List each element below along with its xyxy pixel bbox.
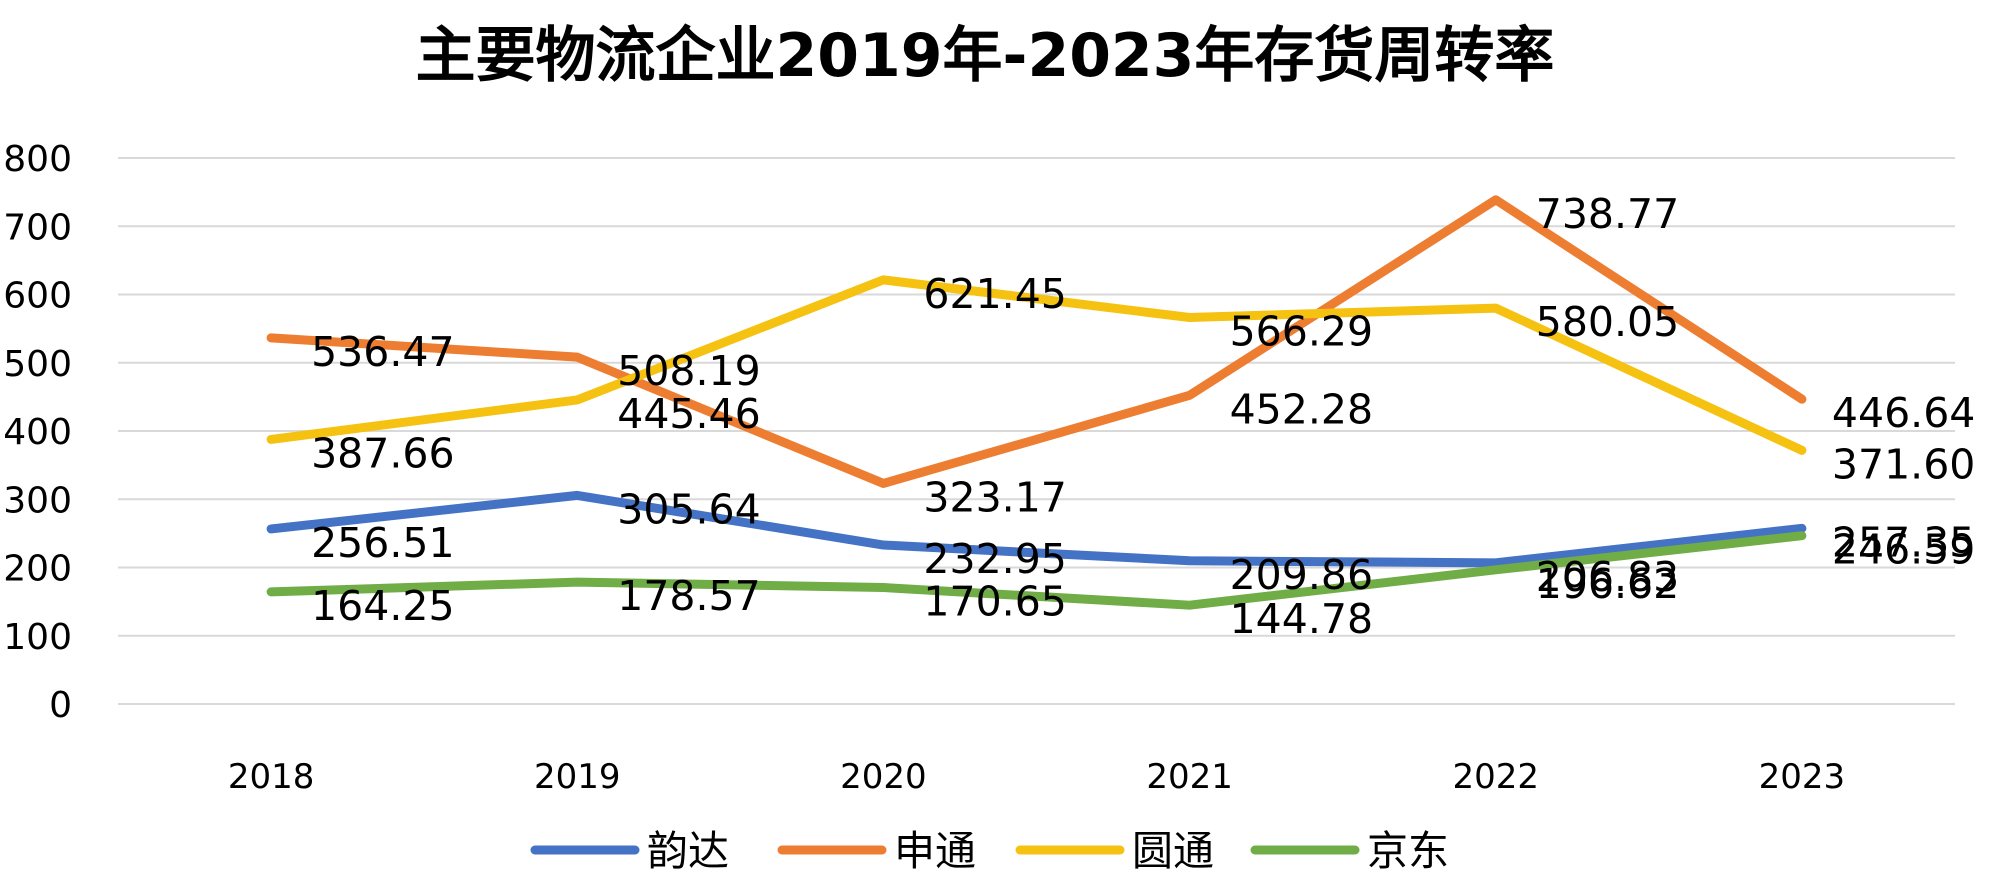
data-label: 371.60 bbox=[1832, 440, 1975, 488]
y-tick-label: 600 bbox=[3, 276, 72, 317]
data-label: 621.45 bbox=[923, 270, 1066, 318]
data-label: 232.95 bbox=[923, 535, 1066, 583]
series-lines bbox=[266, 195, 1807, 610]
data-label: 387.66 bbox=[311, 429, 454, 477]
grid-lines bbox=[118, 157, 1955, 705]
data-label: 445.46 bbox=[617, 390, 760, 438]
x-tick-label: 2018 bbox=[228, 757, 315, 797]
legend-label: 申通 bbox=[894, 827, 976, 875]
series-line-1 bbox=[266, 490, 1807, 568]
y-tick-label: 100 bbox=[3, 617, 72, 658]
data-label: 452.28 bbox=[1230, 385, 1373, 433]
y-tick-label: 200 bbox=[3, 549, 72, 590]
legend-label: 京东 bbox=[1367, 827, 1449, 875]
data-label: 256.51 bbox=[311, 519, 454, 567]
series-line-3 bbox=[266, 275, 1807, 455]
x-tick-label: 2019 bbox=[534, 757, 621, 797]
legend-label: 韵达 bbox=[647, 827, 729, 875]
y-tick-label: 400 bbox=[3, 412, 72, 453]
data-label: 206.83 bbox=[1536, 553, 1679, 601]
data-label: 246.59 bbox=[1832, 526, 1975, 574]
data-label: 566.29 bbox=[1230, 308, 1373, 356]
legend-label: 圆通 bbox=[1132, 827, 1214, 875]
data-label: 323.17 bbox=[923, 473, 1066, 521]
x-tick-label: 2022 bbox=[1452, 757, 1539, 797]
data-label: 305.64 bbox=[617, 485, 760, 533]
data-label: 144.78 bbox=[1230, 595, 1373, 643]
x-axis-ticks: 2018 2019 2020 2021 2022 2023 bbox=[228, 757, 1845, 797]
x-tick-label: 2020 bbox=[840, 757, 927, 797]
y-tick-label: 0 bbox=[49, 685, 72, 726]
y-tick-label: 800 bbox=[3, 139, 72, 180]
y-axis-ticks: 0 100 200 300 400 500 600 700 800 bbox=[3, 139, 72, 726]
x-tick-label: 2023 bbox=[1759, 757, 1846, 797]
data-label: 580.05 bbox=[1536, 298, 1679, 346]
data-label: 508.19 bbox=[617, 347, 760, 395]
y-tick-label: 700 bbox=[3, 207, 72, 248]
data-label: 446.64 bbox=[1832, 389, 1975, 437]
data-label: 209.86 bbox=[1230, 551, 1373, 599]
data-label: 178.57 bbox=[617, 572, 760, 620]
data-label: 164.25 bbox=[311, 582, 454, 630]
y-tick-label: 300 bbox=[3, 480, 72, 521]
data-label: 536.47 bbox=[311, 328, 454, 376]
legend: 韵达 申通 圆通 京东 bbox=[530, 827, 1449, 875]
data-label: 738.77 bbox=[1536, 190, 1679, 238]
series-line-2 bbox=[266, 195, 1807, 488]
series-line-4 bbox=[266, 531, 1807, 610]
data-label: 257.35 bbox=[1832, 518, 1975, 566]
x-tick-label: 2021 bbox=[1146, 757, 1233, 797]
chart-title: 主要物流企业2019年-2023年存货周转率 bbox=[416, 21, 1555, 91]
y-tick-label: 500 bbox=[3, 344, 72, 385]
data-label: 196.62 bbox=[1536, 560, 1679, 608]
data-label: 170.65 bbox=[923, 578, 1066, 626]
data-labels: 256.51 305.64 232.95 209.86 206.83 257.35 536.… bbox=[311, 190, 1975, 643]
